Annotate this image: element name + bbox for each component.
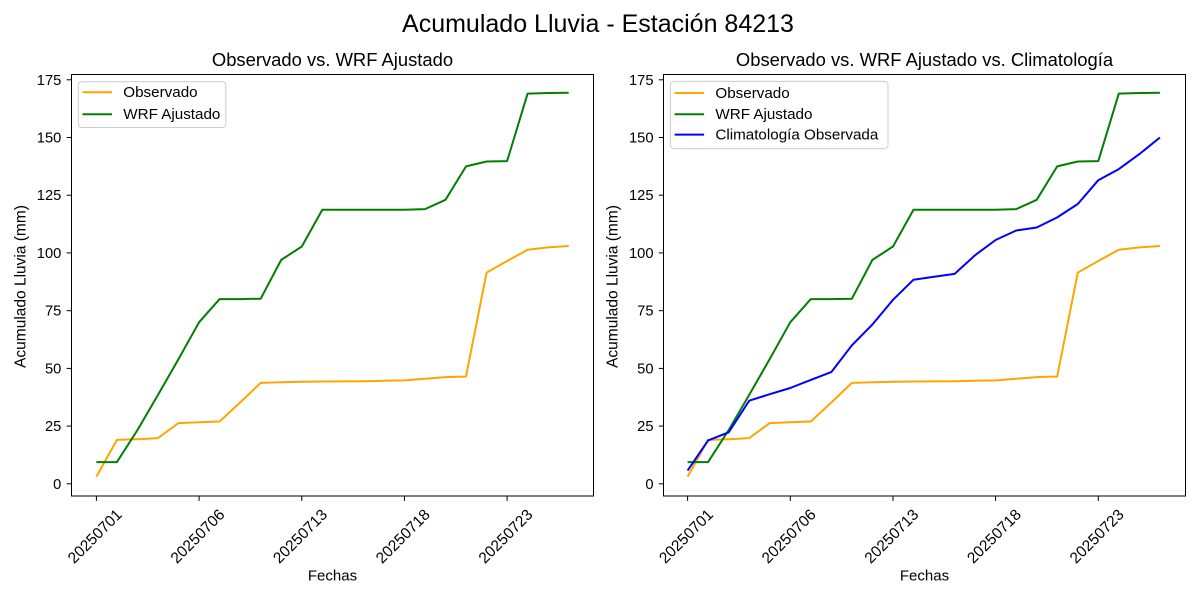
svg-text:50: 50: [637, 361, 653, 377]
svg-text:25: 25: [45, 419, 61, 435]
svg-text:175: 175: [629, 73, 654, 89]
svg-text:Acumulado Lluvia - Estación 84: Acumulado Lluvia - Estación 84213: [402, 10, 794, 38]
svg-text:0: 0: [53, 477, 61, 493]
svg-text:Observado vs. WRF Ajustado: Observado vs. WRF Ajustado: [212, 49, 453, 70]
svg-text:75: 75: [637, 304, 653, 320]
svg-text:50: 50: [45, 361, 61, 377]
svg-text:WRF Ajustado: WRF Ajustado: [715, 106, 812, 123]
svg-text:150: 150: [37, 131, 62, 147]
svg-text:0: 0: [645, 477, 653, 493]
svg-text:100: 100: [37, 246, 62, 262]
svg-text:Observado: Observado: [715, 85, 789, 102]
svg-text:Acumulado Lluvia (mm): Acumulado Lluvia (mm): [605, 205, 622, 368]
svg-text:150: 150: [629, 131, 654, 147]
svg-text:125: 125: [37, 188, 62, 204]
svg-text:Climatología Observada: Climatología Observada: [715, 127, 878, 144]
svg-text:WRF Ajustado: WRF Ajustado: [123, 106, 220, 123]
svg-text:125: 125: [629, 188, 654, 204]
svg-text:175: 175: [37, 73, 62, 89]
svg-text:Fechas: Fechas: [308, 568, 357, 585]
svg-text:Acumulado Lluvia (mm): Acumulado Lluvia (mm): [13, 205, 30, 368]
svg-text:Observado vs. WRF Ajustado vs.: Observado vs. WRF Ajustado vs. Climatolo…: [736, 49, 1114, 70]
svg-text:Observado: Observado: [123, 84, 197, 101]
svg-text:100: 100: [629, 246, 654, 262]
svg-text:25: 25: [637, 419, 653, 435]
svg-text:75: 75: [45, 304, 61, 320]
svg-text:Fechas: Fechas: [900, 568, 949, 585]
